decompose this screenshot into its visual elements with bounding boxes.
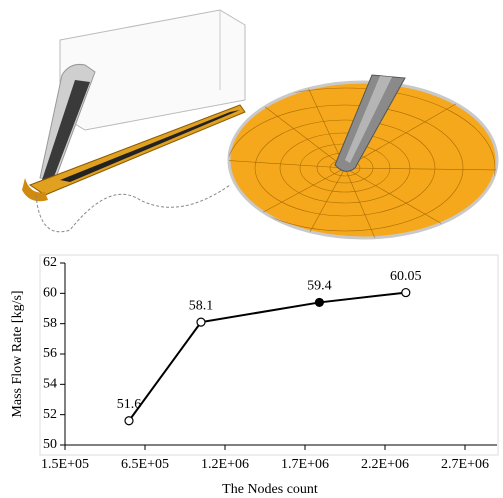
figure: The Nodes count Mass Flow Rate [kg/s] 50… <box>0 0 503 498</box>
data-label: 58.1 <box>189 298 214 313</box>
y-tick-label: 50 <box>43 437 57 452</box>
data-point <box>402 289 410 297</box>
chart-frame <box>40 255 498 455</box>
data-point <box>125 417 133 425</box>
x-tick-label: 2.7E+06 <box>441 457 489 472</box>
data-point <box>197 318 205 326</box>
data-label: 59.4 <box>307 279 332 294</box>
y-tick-label: 56 <box>43 346 57 361</box>
x-tick-label: 2.2E+06 <box>361 457 409 472</box>
y-tick-label: 60 <box>43 286 57 301</box>
x-tick-label: 1.7E+06 <box>281 457 329 472</box>
y-tick-label: 54 <box>43 377 57 392</box>
illustration <box>22 10 500 250</box>
x-axis-title: The Nodes count <box>222 482 318 497</box>
data-label: 60.05 <box>390 269 422 284</box>
y-axis-title: Mass Flow Rate [kg/s] <box>10 290 25 417</box>
x-tick-label: 6.5E+05 <box>121 457 169 472</box>
data-label: 51.6 <box>117 397 142 412</box>
x-tick-label: 1.2E+06 <box>201 457 249 472</box>
x-tick-label: 1.5E+05 <box>41 457 89 472</box>
data-point <box>315 298 323 306</box>
data-line <box>129 293 406 421</box>
y-tick-label: 52 <box>43 407 57 422</box>
y-tick-label: 62 <box>43 255 57 270</box>
y-tick-label: 58 <box>43 316 57 331</box>
